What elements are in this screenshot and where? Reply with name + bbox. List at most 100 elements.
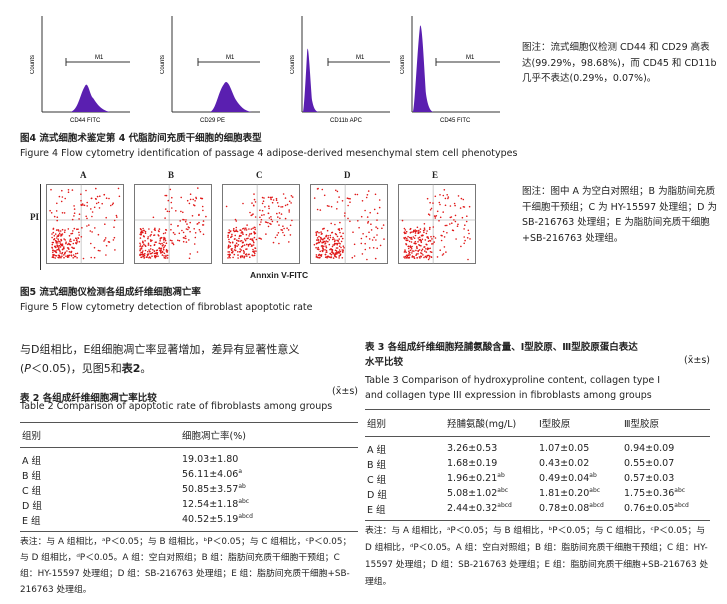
table-row: B 组 56.11±4.06a [20, 467, 358, 482]
scatter-dot [349, 201, 351, 203]
scatter-dot [227, 244, 230, 247]
scatter-dot [416, 230, 418, 232]
scatter-dot [113, 226, 115, 228]
table3-cell-hyp: 3.26±0.53 [445, 441, 537, 456]
scatter-dot [406, 237, 408, 240]
scatter-dot [55, 250, 57, 252]
scatter-dot [455, 238, 457, 240]
scatter-dot [55, 241, 57, 243]
scatter-dot [225, 205, 228, 208]
scatter-dot [80, 193, 82, 195]
scatter-dot [289, 224, 292, 227]
scatter-dot [428, 214, 431, 216]
scatter-dot [260, 218, 263, 221]
scatter-dot [277, 232, 280, 234]
table-row: B 组 1.68±0.19 0.43±0.02 0.55±0.07 [365, 456, 710, 471]
scatter-dot [71, 232, 74, 235]
scatter-dot [165, 257, 167, 259]
scatter-dot [238, 235, 241, 237]
scatter-dot [101, 202, 103, 205]
scatter-dot [276, 234, 278, 236]
fig5-xlabel: Annxin V-FITC [250, 270, 309, 280]
scatter-dot [441, 254, 444, 256]
scatter-dot [254, 228, 256, 231]
scatter-dot [253, 198, 256, 201]
scatter-dot [147, 237, 149, 240]
scatter-dot [430, 235, 432, 238]
hist-ylabel: Counts [30, 55, 36, 74]
table3-header-col1: Ⅰ型胶原 [539, 419, 571, 430]
scatter-dot [354, 193, 357, 196]
scatter-frame [398, 184, 476, 264]
scatter-dot [467, 229, 470, 232]
scatter-dot [165, 250, 168, 252]
scatter-dot [63, 247, 65, 250]
scatter-dot [282, 225, 284, 227]
scatter-dot [336, 190, 339, 193]
scatter-dot [342, 232, 344, 235]
scatter-dot [330, 222, 332, 225]
scatter-panel-label: B [168, 170, 175, 180]
scatter-dot [325, 246, 328, 249]
hist-xlabel: CD45 FITC [440, 118, 471, 124]
table2-body: A 组 19.03±1.80 B 组 56.11±4.06a C 组 50.85±3.57… [20, 452, 358, 527]
scatter-dot [432, 226, 435, 228]
rate-value: 50.85±3.57 [182, 484, 239, 496]
scatter-dot [231, 235, 233, 237]
scatter-dot [160, 247, 163, 250]
scatter-dot [280, 229, 282, 231]
scatter-dot [85, 189, 87, 192]
scatter-dot [251, 202, 253, 204]
hyp-value: 2.44±0.32 [447, 503, 498, 515]
scatter-dot [460, 245, 462, 248]
scatter-dot [169, 188, 172, 191]
scatter-dot [91, 211, 94, 213]
scatter-dot [57, 238, 59, 240]
scatter-dot [276, 212, 278, 215]
scatter-dot [353, 255, 356, 257]
scatter-dot [235, 220, 238, 222]
scatter-dot [326, 257, 328, 259]
scatter-dot [337, 228, 340, 230]
scatter-dot [334, 239, 336, 242]
scatter-dot [422, 229, 425, 232]
scatter-dot [364, 209, 366, 212]
scatter-dot [405, 243, 407, 245]
scatter-dot [252, 250, 254, 253]
scatter-dot [161, 242, 163, 245]
scatter-dot [195, 197, 198, 200]
scatter-dot [239, 240, 241, 242]
scatter-dot [94, 197, 97, 200]
scatter-dot [340, 227, 343, 230]
scatter-dot [51, 243, 54, 246]
rate-value: 56.11±4.06 [182, 469, 239, 481]
scatter-dot [282, 193, 285, 195]
scatter-dot [245, 229, 248, 231]
table3-header-hyp: 羟脯氨酸(mg/L) [447, 419, 517, 430]
scatter-dot [322, 247, 324, 249]
scatter-dot [376, 212, 379, 215]
scatter-dot [434, 195, 437, 198]
scatter-dot [457, 195, 460, 197]
scatter-dot [184, 220, 187, 223]
scatter-dot [360, 242, 363, 245]
scatter-dot [356, 193, 359, 196]
scatter-dot [267, 212, 270, 215]
scatter-plot [46, 184, 124, 264]
scatter-dot [327, 240, 329, 243]
scatter-dot [59, 252, 61, 254]
scatter-dot [165, 194, 168, 197]
rate-value: 19.03±1.80 [182, 454, 239, 466]
scatter-dot [408, 256, 410, 259]
scatter-dot [231, 251, 233, 254]
scatter-dot [70, 240, 72, 243]
scatter-dot [93, 246, 96, 249]
table3-cell-col3: 1.75±0.36abc [622, 486, 710, 501]
scatter-dot [339, 231, 341, 234]
scatter-dot [374, 257, 377, 260]
scatter-dot [166, 254, 169, 257]
scatter-dot [73, 247, 75, 249]
scatter-dot [352, 231, 354, 233]
body-text: 与D组相比，E组细胞凋亡率显著增加，差异有显著性意义 (P＜0.05)，见图5和… [20, 340, 365, 378]
scatter-dot [158, 247, 161, 249]
